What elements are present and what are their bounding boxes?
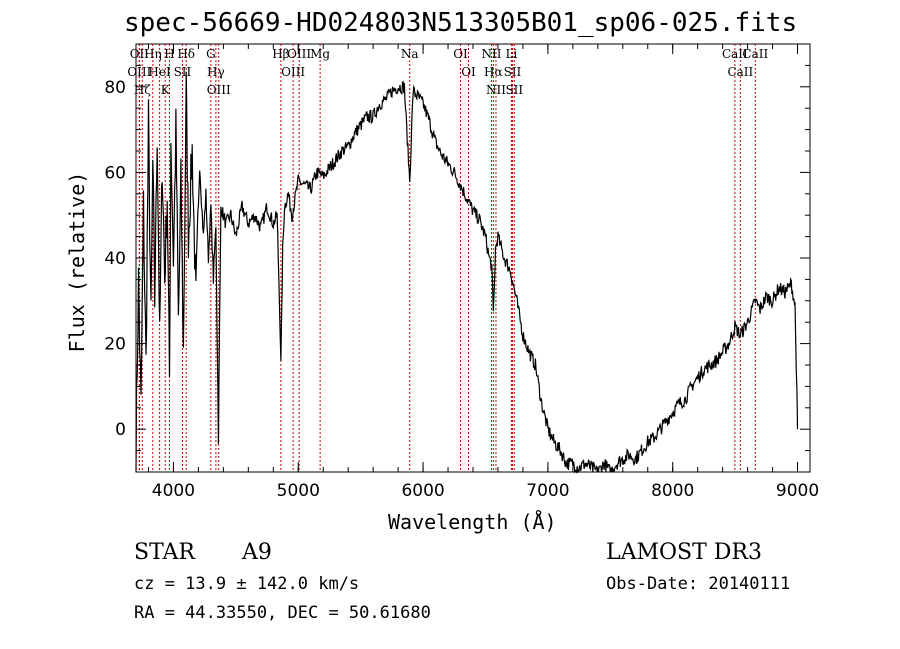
line-marker-label: HeI (148, 65, 171, 79)
line-marker-label: SII (504, 65, 522, 79)
line-marker-label: OIII (287, 47, 311, 61)
line-marker-label: OI (461, 65, 476, 79)
x-tick-label: 8000 (651, 481, 694, 501)
line-marker-label: Li (506, 47, 518, 61)
survey-label: LAMOST DR3 (606, 540, 762, 565)
line-marker-label: Hδ (177, 47, 195, 61)
line-marker-label: Hγ (207, 65, 225, 79)
line-marker-label: OIII (127, 65, 151, 79)
x-axis-label: Wavelength (Å) (388, 510, 557, 534)
line-marker-label: G (206, 47, 216, 61)
plot-frame (135, 43, 811, 473)
axis-tick-layer: 4000 5000 6000 7000 8000 9000 0 20 40 60 80 (104, 43, 819, 501)
line-marker-label: NII (486, 83, 506, 97)
y-tick-label: 60 (104, 163, 126, 183)
line-marker-label: H (164, 47, 174, 61)
line-marker-label: OIII (281, 65, 305, 79)
line-marker-label: OII (130, 47, 150, 61)
line-marker-layer (138, 44, 756, 472)
line-marker-label: Hζ (134, 83, 151, 97)
line-marker-label: K (161, 83, 171, 97)
x-tick-label: 6000 (401, 481, 444, 501)
line-marker-label: Mg (310, 47, 330, 61)
line-marker-label: OIII (207, 83, 231, 97)
line-marker-label: SII (505, 83, 523, 97)
spectrum-line (135, 71, 799, 474)
x-tick-label: 9000 (776, 481, 819, 501)
class-label: STAR (134, 540, 195, 565)
y-tick-label: 0 (115, 420, 126, 440)
line-marker-label: Hα (484, 65, 503, 79)
line-marker-label: SII (174, 65, 192, 79)
chart-title: spec-56669-HD024803N513305B01_sp06-025.f… (124, 8, 798, 38)
line-marker-label: Na (401, 47, 419, 61)
y-axis-label: Flux (relative) (65, 172, 89, 353)
x-tick-label: 4000 (152, 481, 195, 501)
subclass-label: A9 (242, 540, 272, 565)
obs-date: Obs-Date: 20140111 (606, 574, 791, 594)
coordinates: RA = 44.33550, DEC = 50.61680 (134, 603, 431, 623)
line-marker-label: CaII (742, 47, 768, 61)
y-tick-label: 20 (104, 335, 126, 355)
y-tick-label: 80 (104, 78, 126, 98)
line-marker-label: OI (453, 47, 468, 61)
line-marker-label: CaII (727, 65, 753, 79)
line-marker-label: Hη (144, 47, 162, 61)
x-tick-label: 5000 (277, 481, 320, 501)
x-tick-label: 7000 (526, 481, 569, 501)
cz-value: cz = 13.9 ± 142.0 km/s (134, 574, 360, 594)
line-marker-label: Hβ (272, 47, 289, 61)
line-marker-label: NII (481, 47, 501, 61)
line-marker-label: CaII (722, 47, 748, 61)
y-tick-label: 40 (104, 249, 126, 269)
